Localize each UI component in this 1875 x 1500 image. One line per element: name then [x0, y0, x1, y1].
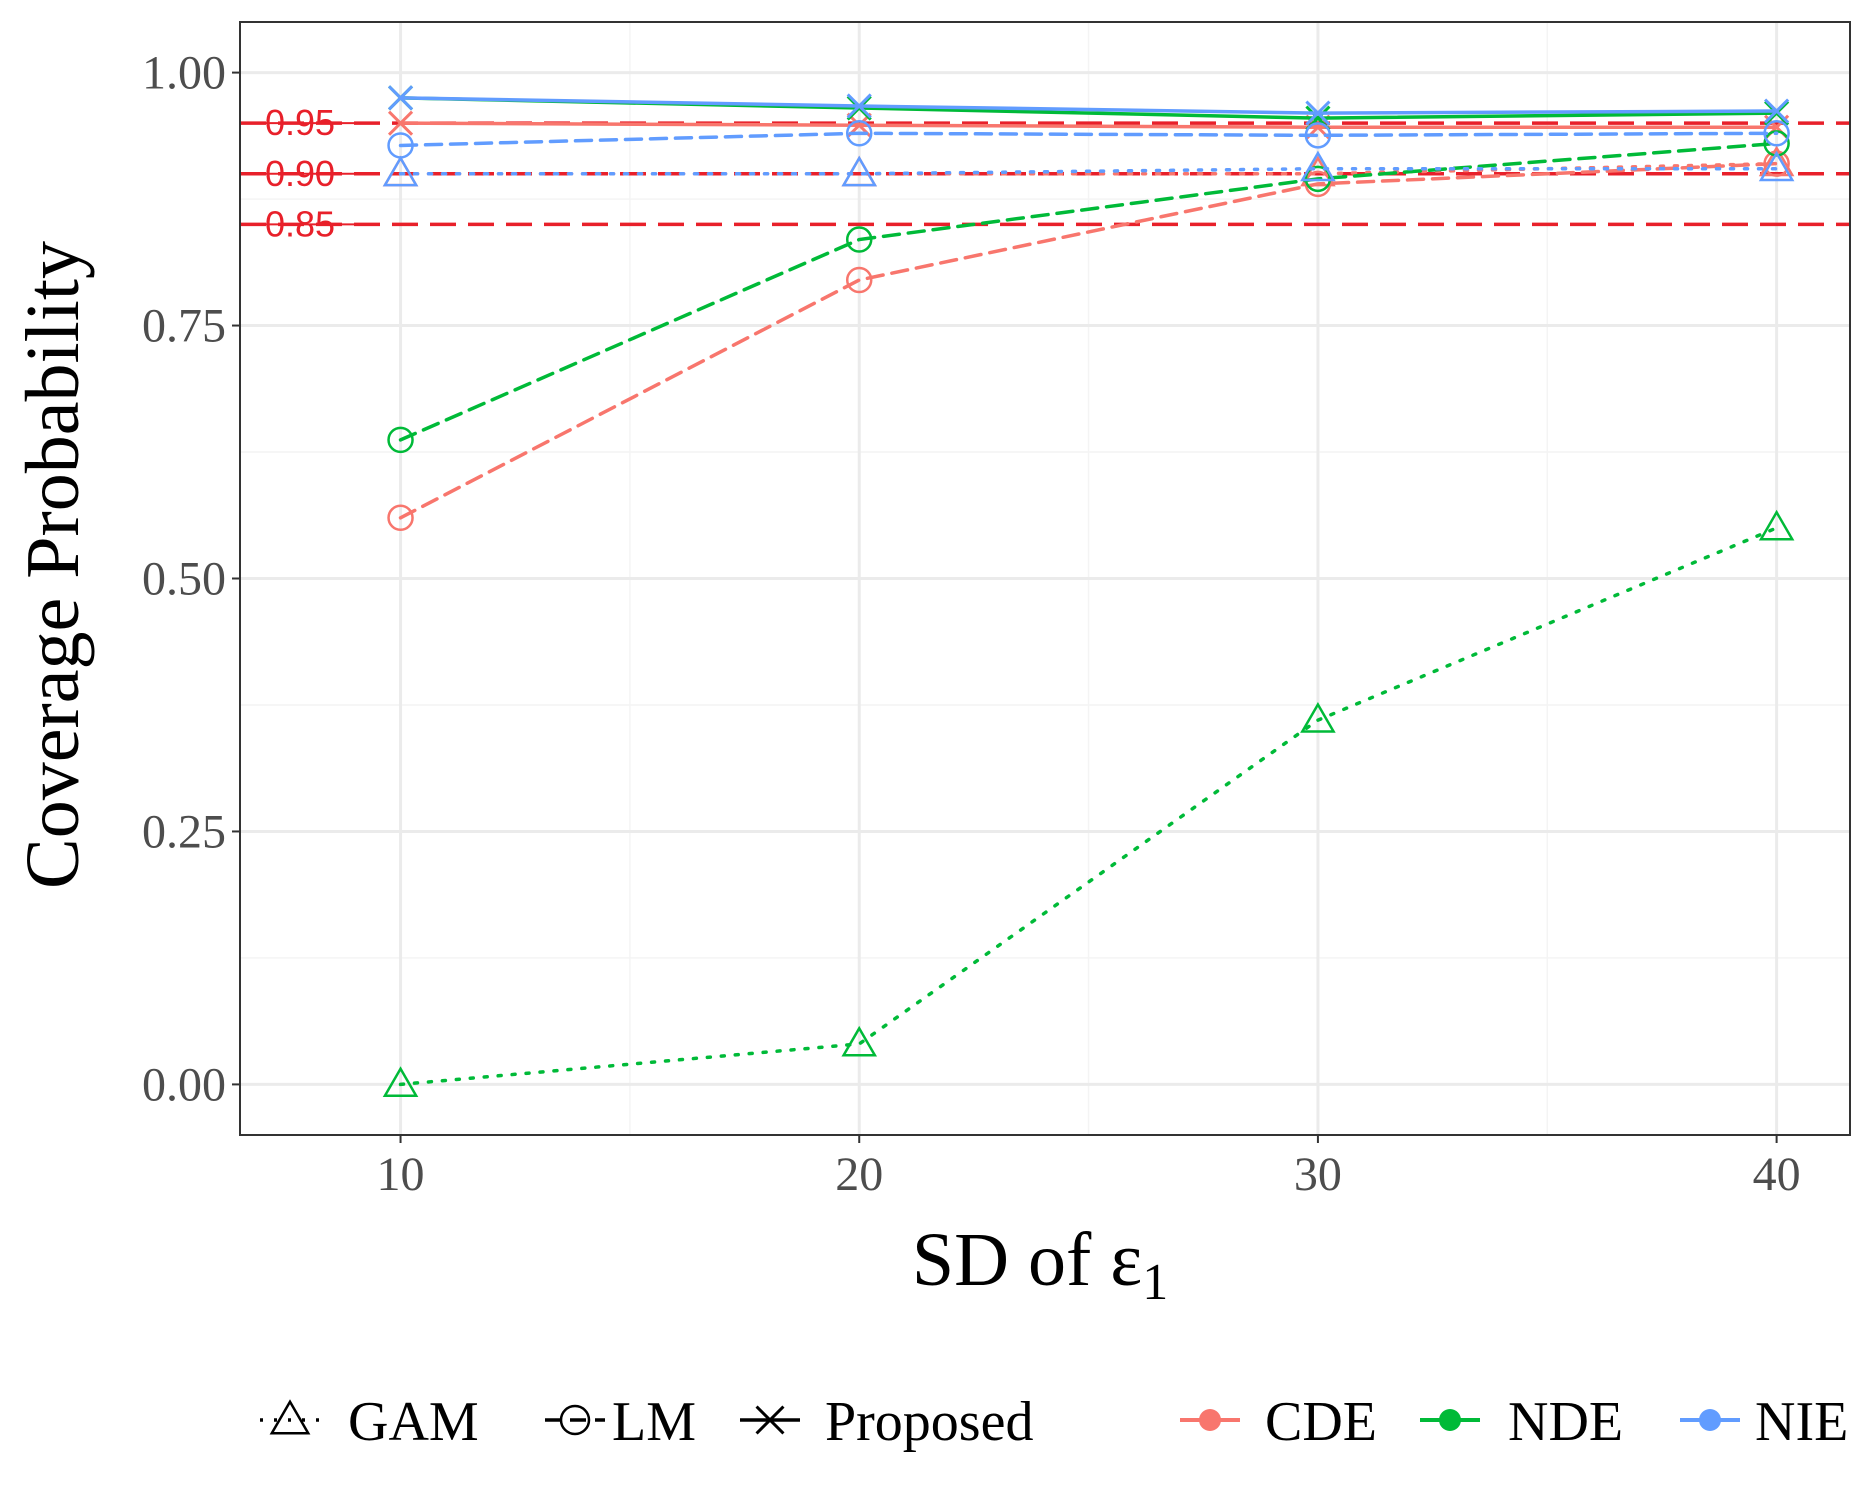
- series-nie-proposed: [387, 85, 1790, 126]
- data-point-nie-proposed-stroke: [1305, 100, 1331, 126]
- x-tick-label: 30: [1294, 1148, 1342, 1201]
- data-point-nde-gam: [1758, 509, 1795, 541]
- data-point-nde-gam: [841, 1025, 878, 1057]
- data-point-nie-gam: [1758, 150, 1795, 182]
- data-point-nie-lm: [1763, 120, 1790, 147]
- series-line-cde-lm: [398, 161, 1779, 520]
- series-line-nie-lm: [398, 131, 1779, 148]
- y-tick-label: 1.00: [142, 47, 226, 100]
- legend-marker-lm: [559, 1404, 591, 1436]
- data-point-nie-proposed: [387, 85, 414, 111]
- legend-label-nie: NIE: [1755, 1391, 1848, 1453]
- data-point-nie-proposed: [846, 93, 872, 119]
- data-point-cde-proposed-stroke: [387, 110, 414, 136]
- legend-label-lm: LM: [612, 1391, 696, 1453]
- y-tick-label: 0.00: [142, 1058, 226, 1111]
- legend-key-nie: [1680, 1409, 1740, 1431]
- series-nie-lm: [387, 120, 1790, 159]
- legend-key-gam: [260, 1399, 320, 1435]
- legend-marker-proposed-stroke: [755, 1405, 785, 1435]
- x-axis-title-text: SD of ε: [912, 1218, 1142, 1302]
- y-tick-label: 0.50: [142, 553, 226, 606]
- data-point-nde-gam: [1300, 702, 1336, 733]
- x-tick-label: 10: [377, 1148, 425, 1201]
- legend-label-gam: GAM: [348, 1391, 479, 1453]
- axis-ticks: 0.00 0.25 0.50 0.75 1.00 10 20 30 40: [142, 47, 1801, 1201]
- legend-key-nde: [1420, 1409, 1480, 1431]
- data-point-nie-lm: [1304, 122, 1332, 149]
- series-line-nie-gam: [398, 166, 1779, 176]
- legend-dot-nie: [1699, 1409, 1721, 1431]
- data-point-nie-proposed-stroke: [846, 93, 872, 119]
- series: [382, 85, 1795, 1097]
- data-point-nie-lm: [387, 132, 414, 159]
- y-tick-label: 0.75: [142, 300, 226, 353]
- data-point-nie-proposed-stroke: [387, 85, 414, 111]
- x-tick-label: 40: [1753, 1148, 1801, 1201]
- data-point-nie-lm: [845, 120, 873, 147]
- series-nde-gam: [382, 509, 1795, 1097]
- legend-label-proposed: Proposed: [825, 1391, 1033, 1453]
- data-point-nie-gam: [1300, 150, 1336, 182]
- x-tick-label: 20: [835, 1148, 883, 1201]
- series-nie-gam: [382, 150, 1795, 187]
- grid: [240, 22, 1850, 1135]
- legend-marker-proposed: [755, 1405, 785, 1435]
- legend-dot-nde: [1439, 1409, 1461, 1431]
- legend-marker-gam: [269, 1399, 311, 1435]
- data-point-cde-lm: [387, 504, 414, 532]
- data-point-nie-gam: [841, 155, 878, 187]
- series-line-cde-proposed: [398, 121, 1779, 129]
- legend: GAM LM Proposed CDE NDE NIE: [260, 1391, 1848, 1453]
- data-point-nde-lm: [845, 226, 873, 253]
- y-axis-title: Coverage Probability: [11, 241, 95, 889]
- legend-label-cde: CDE: [1265, 1391, 1377, 1453]
- data-point-nie-proposed-stroke: [1764, 98, 1790, 124]
- series-line-nie-proposed: [398, 96, 1779, 115]
- data-point-nie-proposed: [1764, 98, 1790, 124]
- legend-dot-cde: [1199, 1409, 1221, 1431]
- legend-key-lm: [545, 1404, 605, 1436]
- x-axis-title: SD of ε1: [912, 1218, 1168, 1311]
- data-point-nie-gam: [382, 155, 419, 187]
- legend-label-nde: NDE: [1508, 1391, 1623, 1453]
- data-point-nie-proposed: [1305, 100, 1331, 126]
- legend-key-cde: [1180, 1409, 1240, 1431]
- data-point-cde-proposed: [387, 110, 414, 136]
- series-line-nde-gam: [398, 526, 1779, 1087]
- series-line-nde-lm: [398, 141, 1779, 442]
- x-axis-title-subscript: 1: [1142, 1254, 1168, 1311]
- data-point-cde-lm: [845, 266, 873, 294]
- y-tick-label: 0.25: [142, 805, 226, 858]
- legend-key-proposed: [740, 1405, 800, 1435]
- data-point-nde-lm: [387, 426, 414, 454]
- data-point-nde-gam: [382, 1066, 419, 1097]
